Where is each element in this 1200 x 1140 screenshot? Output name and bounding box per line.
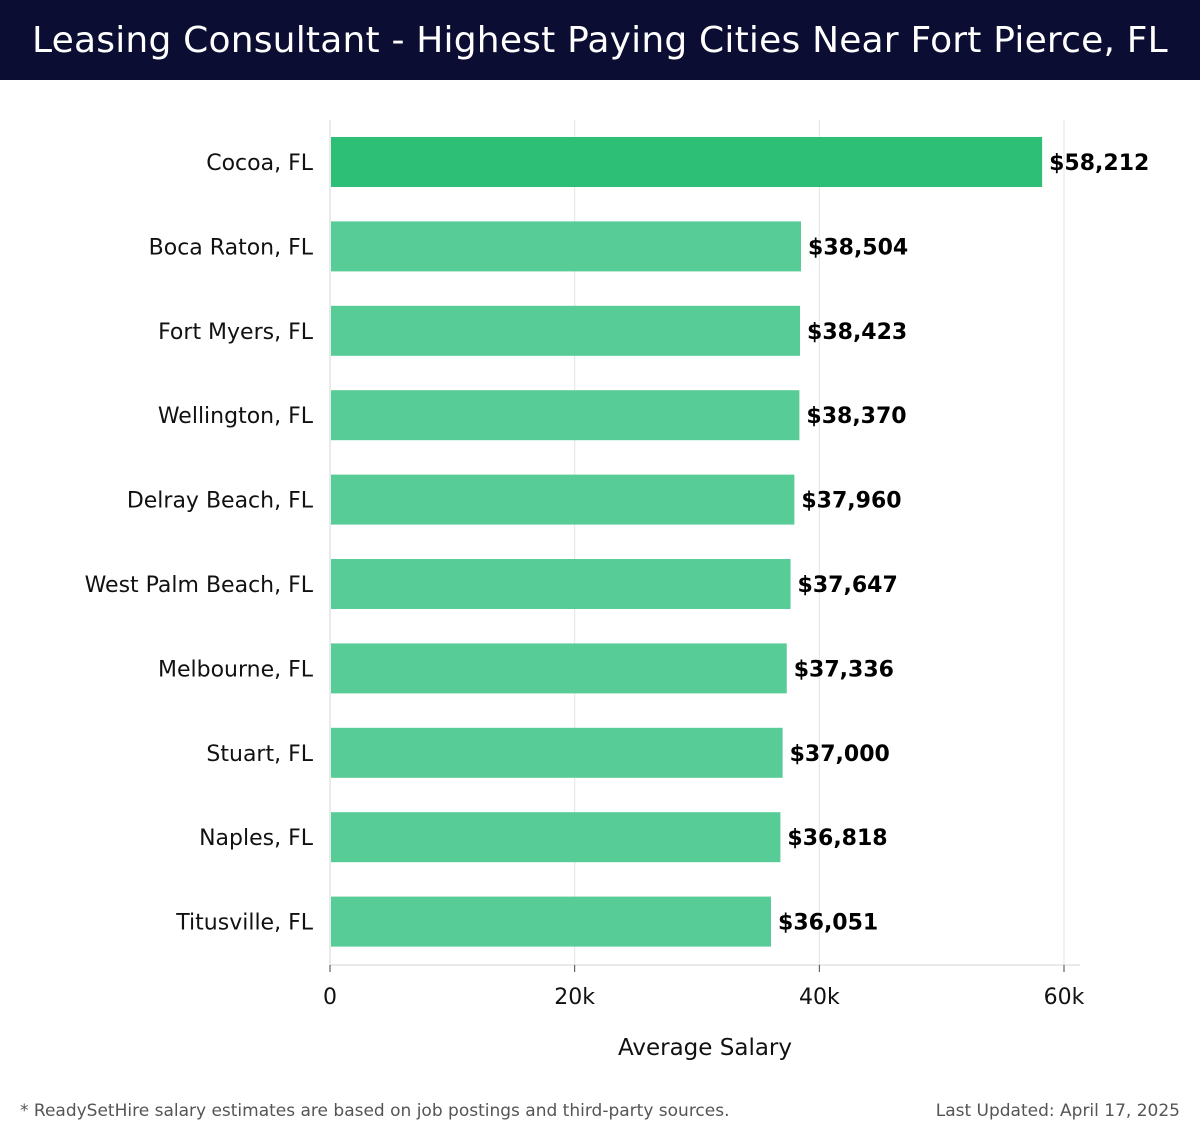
- value-label-naples-fl: $36,818: [787, 826, 887, 851]
- axes: 0 20k 40k 60k Average Salary Cocoa, FL $58,212…: [85, 120, 1149, 1061]
- category-label-naples-fl: Naples, FL: [199, 826, 314, 851]
- value-label-cocoa-fl: $58,212: [1049, 151, 1149, 176]
- x-tick-label-20k: 20k: [554, 985, 595, 1010]
- value-label-west-palm-beach-fl: $37,647: [798, 573, 898, 598]
- bar-delray-beach-fl: [331, 474, 795, 525]
- page-title: Leasing Consultant - Highest Paying Citi…: [32, 19, 1168, 61]
- bars: [331, 137, 1043, 947]
- bar-naples-fl: [331, 812, 781, 863]
- category-label-titusville-fl: Titusville, FL: [175, 911, 313, 936]
- value-label-delray-beach-fl: $37,960: [801, 489, 901, 514]
- category-label-wellington-fl: Wellington, FL: [158, 404, 314, 429]
- bar-cocoa-fl: [331, 137, 1043, 187]
- x-tick-label-60k: 60k: [1044, 985, 1085, 1010]
- footer-note: * ReadySetHire salary estimates are base…: [20, 1101, 730, 1121]
- category-label-boca-raton-fl: Boca Raton, FL: [149, 235, 314, 260]
- value-label-fort-myers-fl: $38,423: [807, 320, 907, 345]
- bar-stuart-fl: [331, 727, 783, 778]
- bar-west-palm-beach-fl: [331, 559, 791, 609]
- bar-boca-raton-fl: [331, 221, 802, 272]
- x-tick-label-0: 0: [323, 985, 337, 1010]
- category-label-melbourne-fl: Melbourne, FL: [158, 657, 314, 682]
- category-label-stuart-fl: Stuart, FL: [206, 742, 313, 767]
- footer-last-updated: Last Updated: April 17, 2025: [935, 1101, 1180, 1121]
- value-label-melbourne-fl: $37,336: [794, 657, 894, 682]
- bar-fort-myers-fl: [331, 305, 801, 356]
- value-label-stuart-fl: $37,000: [790, 742, 890, 767]
- value-label-boca-raton-fl: $38,504: [808, 235, 908, 260]
- title-bar: Leasing Consultant - Highest Paying Citi…: [0, 0, 1200, 80]
- x-axis-title: Average Salary: [618, 1035, 792, 1061]
- category-label-delray-beach-fl: Delray Beach, FL: [127, 489, 314, 514]
- category-label-cocoa-fl: Cocoa, FL: [206, 151, 313, 176]
- bar-melbourne-fl: [331, 643, 787, 694]
- salary-bar-chart: 0 20k 40k 60k Average Salary Cocoa, FL $58,212…: [85, 120, 1149, 1061]
- bar-wellington-fl: [331, 390, 800, 441]
- category-label-west-palm-beach-fl: West Palm Beach, FL: [85, 573, 314, 598]
- value-label-wellington-fl: $38,370: [806, 404, 906, 429]
- category-label-fort-myers-fl: Fort Myers, FL: [158, 320, 314, 345]
- bar-titusville-fl: [331, 896, 772, 947]
- value-label-titusville-fl: $36,051: [778, 911, 878, 936]
- x-tick-label-40k: 40k: [799, 985, 840, 1010]
